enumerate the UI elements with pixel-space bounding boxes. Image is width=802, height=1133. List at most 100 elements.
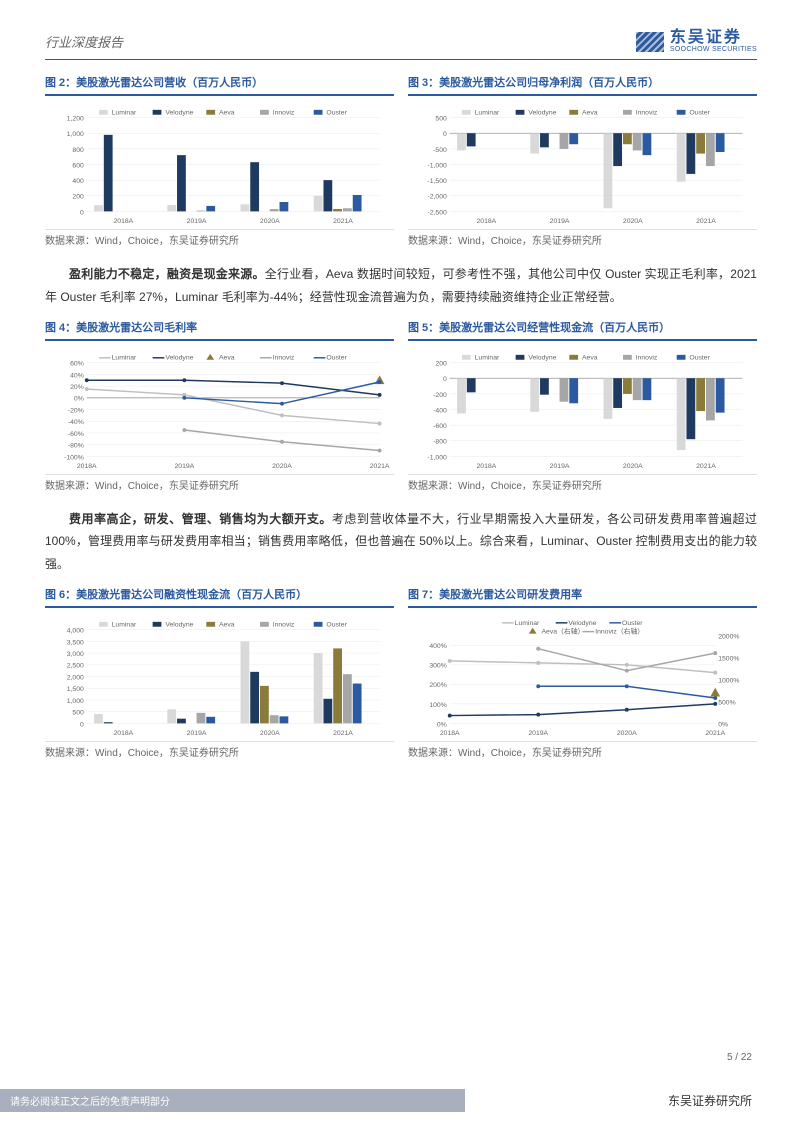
svg-text:2021A: 2021A — [696, 463, 716, 470]
svg-text:2020A: 2020A — [272, 463, 292, 470]
svg-text:-400: -400 — [433, 407, 447, 414]
svg-text:-600: -600 — [433, 423, 447, 430]
figure-3: 图 3：美股激光雷达公司归母净利润（百万人民币） -2,500-2,000-1,… — [408, 74, 757, 257]
svg-text:-500: -500 — [433, 147, 447, 154]
svg-text:600: 600 — [72, 162, 84, 169]
svg-text:Aeva: Aeva — [219, 622, 235, 629]
svg-text:20%: 20% — [70, 384, 84, 391]
svg-text:Luminar: Luminar — [475, 354, 500, 361]
svg-text:0: 0 — [80, 209, 84, 216]
svg-text:40%: 40% — [70, 372, 84, 379]
svg-text:2020A: 2020A — [617, 730, 637, 737]
svg-text:Aeva: Aeva — [582, 354, 598, 361]
svg-text:2018A: 2018A — [440, 730, 460, 737]
svg-text:Luminar: Luminar — [112, 110, 137, 117]
svg-text:Ouster: Ouster — [326, 354, 347, 361]
svg-text:1500%: 1500% — [718, 655, 739, 662]
svg-text:-2,500: -2,500 — [427, 209, 447, 216]
svg-text:0%: 0% — [437, 721, 447, 728]
svg-text:Innoviz: Innoviz — [273, 622, 295, 629]
svg-text:2019A: 2019A — [528, 730, 548, 737]
svg-text:2020A: 2020A — [623, 218, 643, 225]
svg-text:-100%: -100% — [64, 454, 84, 461]
fig6-title: 图 6：美股激光雷达公司融资性现金流（百万人民币） — [45, 586, 394, 608]
svg-text:Velodyne: Velodyne — [528, 354, 556, 361]
report-type: 行业深度报告 — [45, 32, 123, 51]
logo-en: SOOCHOW SECURITIES — [670, 46, 757, 53]
svg-text:-1,000: -1,000 — [427, 454, 447, 461]
fig4-chart: -100%-80%-60%-40%-20%0%20%40%60%2018A201… — [47, 349, 392, 472]
svg-text:1000%: 1000% — [718, 677, 739, 684]
svg-text:-80%: -80% — [68, 442, 84, 449]
footer-disclaimer: 请务必阅读正文之后的免责声明部分 — [0, 1089, 465, 1112]
svg-text:2018A: 2018A — [113, 218, 133, 225]
svg-text:2019A: 2019A — [174, 463, 194, 470]
figure-5: 图 5：美股激光雷达公司经营性现金流（百万人民币） -1,000 -800 -600… — [408, 319, 757, 502]
svg-text:Aeva: Aeva — [219, 110, 235, 117]
svg-text:Velodyne: Velodyne — [568, 620, 596, 627]
svg-text:Innoviz: Innoviz — [636, 110, 658, 117]
svg-text:Innoviz（右轴）: Innoviz（右轴） — [595, 627, 644, 636]
svg-text:2000%: 2000% — [718, 633, 739, 640]
fig2-title: 图 2：美股激光雷达公司营收（百万人民币） — [45, 74, 394, 96]
svg-text:-20%: -20% — [68, 407, 84, 414]
logo-cn: 东吴证券 — [670, 30, 757, 46]
svg-text:2019A: 2019A — [550, 218, 570, 225]
svg-text:Velodyne: Velodyne — [165, 622, 193, 629]
broker-logo: 东吴证券 SOOCHOW SECURITIES — [636, 30, 757, 53]
fig6-source: 数据来源：Wind，Choice，东吴证券研究所 — [45, 744, 394, 759]
page-header: 行业深度报告 东吴证券 SOOCHOW SECURITIES — [45, 30, 757, 60]
svg-text:2018A: 2018A — [476, 463, 496, 470]
fig3-title: 图 3：美股激光雷达公司归母净利润（百万人民币） — [408, 74, 757, 96]
fig7-source: 数据来源：Wind，Choice，东吴证券研究所 — [408, 744, 757, 759]
figure-2: 图 2：美股激光雷达公司营收（百万人民币） 02004006008001,000… — [45, 74, 394, 257]
figure-4: 图 4：美股激光雷达公司毛利率 -100%-80%-60%-40%-20%0%2… — [45, 319, 394, 502]
svg-text:Ouster: Ouster — [689, 110, 710, 117]
fig5-source: 数据来源：Wind，Choice，东吴证券研究所 — [408, 477, 757, 492]
svg-text:Innoviz: Innoviz — [636, 354, 658, 361]
svg-text:200: 200 — [435, 360, 447, 367]
svg-text:Aeva（右轴）: Aeva（右轴） — [542, 627, 585, 636]
svg-text:1,000: 1,000 — [67, 131, 84, 138]
svg-text:Innoviz: Innoviz — [273, 354, 295, 361]
svg-text:300%: 300% — [429, 663, 446, 670]
fig5-chart: -1,000-800-600-400-20002002018A2019A2020… — [410, 349, 755, 472]
svg-text:1,000: 1,000 — [67, 698, 84, 705]
svg-text:2,500: 2,500 — [67, 663, 84, 670]
paragraph-1: 盈利能力不稳定，融资是现金来源。全行业看，Aeva 数据时间较短，可参考性不强，… — [45, 263, 757, 309]
fig6-chart: 05001,0001,5002,0002,5003,0003,5004,0002… — [47, 616, 392, 739]
svg-text:-800: -800 — [433, 438, 447, 445]
fig4-title: 图 4：美股激光雷达公司毛利率 — [45, 319, 394, 341]
svg-text:2019A: 2019A — [550, 463, 570, 470]
svg-text:1,500: 1,500 — [67, 686, 84, 693]
svg-text:-1,000: -1,000 — [427, 162, 447, 169]
svg-text:Ouster: Ouster — [326, 622, 347, 629]
svg-text:Luminar: Luminar — [112, 622, 137, 629]
fig5-title: 图 5：美股激光雷达公司经营性现金流（百万人民币） — [408, 319, 757, 341]
svg-text:2018A: 2018A — [77, 463, 97, 470]
svg-text:3,000: 3,000 — [67, 651, 84, 658]
svg-text:Aeva: Aeva — [219, 354, 235, 361]
svg-text:Luminar: Luminar — [475, 110, 500, 117]
svg-text:2020A: 2020A — [260, 730, 280, 737]
svg-text:-200: -200 — [433, 391, 447, 398]
svg-text:Velodyne: Velodyne — [165, 110, 193, 117]
svg-text:2020A: 2020A — [623, 463, 643, 470]
fig7-chart: 0%100%200%300%400%0%500%1000%1500%2000%2… — [410, 616, 755, 739]
svg-text:2,000: 2,000 — [67, 674, 84, 681]
fig2-source: 数据来源：Wind，Choice，东吴证券研究所 — [45, 232, 394, 247]
svg-text:500: 500 — [435, 116, 447, 123]
paragraph-2: 费用率高企，研发、管理、销售均为大额开支。考虑到营收体量不大，行业早期需投入大量… — [45, 508, 757, 576]
svg-text:60%: 60% — [70, 360, 84, 367]
svg-text:Ouster: Ouster — [689, 354, 710, 361]
svg-text:2021A: 2021A — [370, 463, 390, 470]
svg-text:Innoviz: Innoviz — [273, 110, 295, 117]
footer-institute: 东吴证券研究所 — [668, 1092, 802, 1109]
svg-text:800: 800 — [72, 147, 84, 154]
svg-text:2019A: 2019A — [187, 218, 207, 225]
svg-text:Ouster: Ouster — [622, 620, 643, 627]
svg-text:500%: 500% — [718, 699, 735, 706]
svg-text:2018A: 2018A — [476, 218, 496, 225]
fig3-source: 数据来源：Wind，Choice，东吴证券研究所 — [408, 232, 757, 247]
page-footer: 请务必阅读正文之后的免责声明部分 东吴证券研究所 — [0, 1089, 802, 1111]
